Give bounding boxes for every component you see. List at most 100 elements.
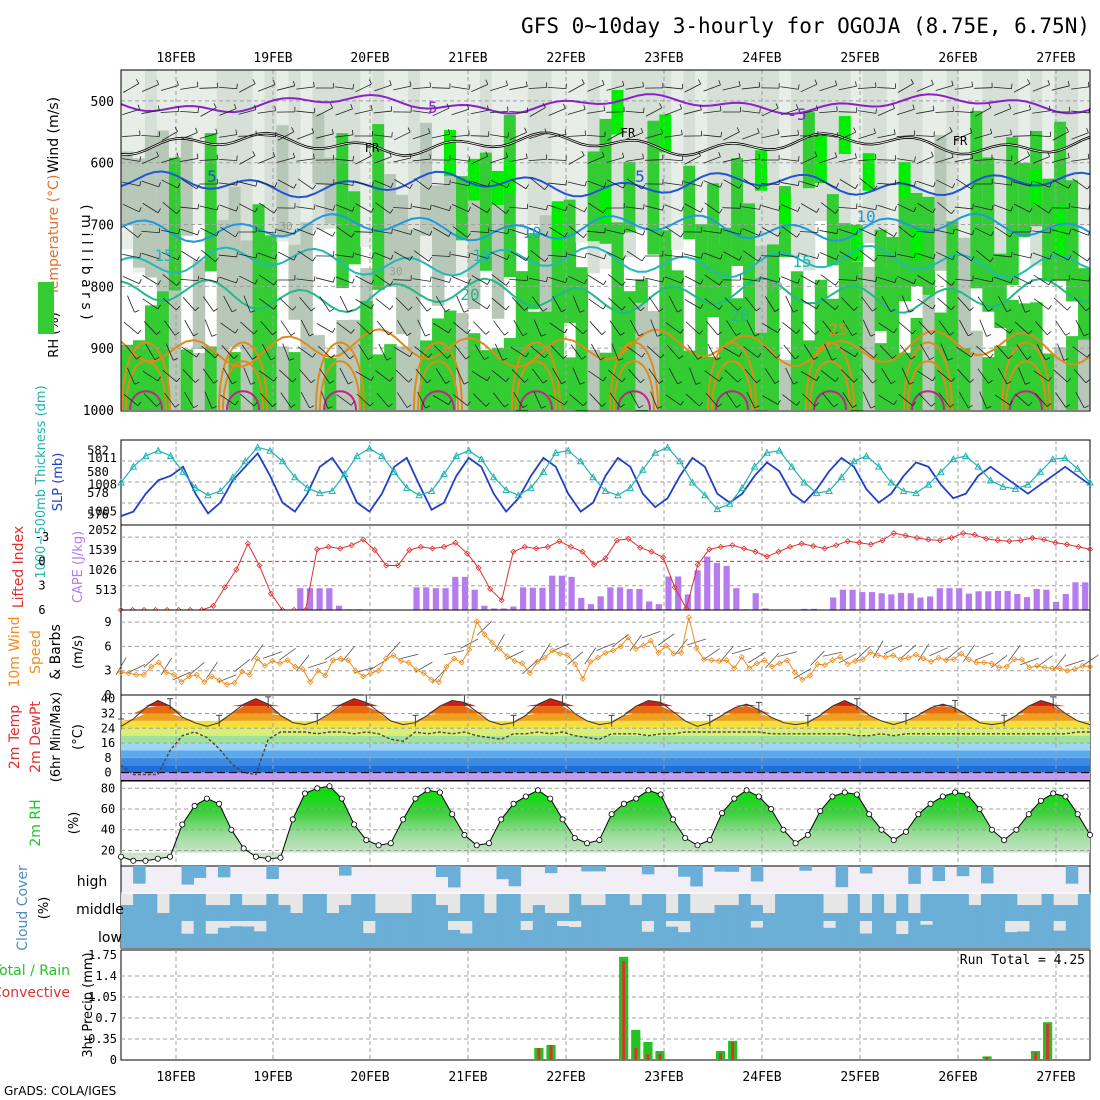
wind-barb: [765, 296, 776, 312]
wind-barb-flag: [370, 304, 375, 309]
wind-barb-flag: [700, 207, 704, 213]
wind-marker: [935, 654, 942, 661]
wind-marker: [405, 659, 412, 666]
li-tick: 3: [38, 579, 45, 593]
wind-barb: [243, 367, 251, 385]
wind-barb-flag: [1009, 232, 1014, 238]
cape-bar: [868, 592, 876, 610]
wind-barb: [955, 132, 973, 140]
wind-barb-flag: [309, 405, 315, 409]
wind-marker: [859, 656, 866, 663]
wind-barb-flag: [425, 405, 431, 409]
rh-marker: [522, 793, 529, 800]
wind-marker: [178, 678, 185, 686]
wind-barb-flag: [273, 280, 278, 286]
rh-cell: [432, 185, 445, 306]
wind-marker: [1049, 665, 1056, 672]
wind-barb: [181, 346, 197, 358]
rh-cell: [958, 70, 971, 242]
wind-barb-flag: [1010, 129, 1012, 135]
isotherm-label: 10: [522, 223, 541, 242]
wind-barb-flag: [505, 281, 510, 286]
temp-tick: 24: [101, 721, 115, 735]
wind-barb-flag: [407, 127, 411, 133]
wind-barb-flag: [757, 353, 762, 358]
wind-barb: [685, 321, 700, 335]
wind-barb: [840, 369, 855, 383]
rh-cell: [300, 353, 313, 410]
wind-barb-flag: [816, 304, 820, 309]
wind-barb-flag: [971, 230, 975, 236]
wind-barb-flag: [524, 378, 529, 383]
wind-barb: [859, 178, 875, 190]
wind-marker: [655, 649, 662, 656]
wind-barb: [160, 657, 173, 676]
cape-bar: [1023, 597, 1031, 610]
wind-barb: [1033, 202, 1049, 214]
wind-barb: [374, 84, 392, 92]
wind-barb: [123, 226, 139, 238]
wind-barb: [761, 205, 779, 211]
cloud-cell-mid-gap: [217, 894, 231, 905]
cloud-cell-low: [666, 926, 679, 948]
wind-barb-flag: [525, 81, 528, 87]
wind-barb: [822, 392, 835, 408]
wind-barb-flag: [425, 333, 431, 337]
cloud-cell-mid-gap: [399, 894, 413, 913]
wind-barb-flag: [409, 352, 413, 357]
wind-barb-flag: [641, 352, 646, 358]
wind-barb-flag: [350, 104, 353, 110]
li-marker: [544, 543, 551, 550]
cloud-cell-high: [956, 866, 970, 877]
wind-marker: [254, 655, 261, 662]
cloud-cell-mid: [557, 913, 570, 921]
cloud-cell-high: [1065, 866, 1079, 884]
wind-barb: [936, 251, 953, 261]
wind-barb: [955, 228, 973, 236]
cloud-cell-low-gap: [557, 921, 570, 926]
wind-barb-flag: [176, 80, 179, 86]
rh-cell: [886, 358, 900, 410]
cloud-cell-low: [217, 927, 231, 948]
wind-barb-flag: [890, 380, 896, 385]
rh-cell: [1030, 169, 1043, 206]
wind-barb: [896, 253, 915, 259]
wind-barb-flag: [677, 309, 683, 313]
isotherm-label: 5: [635, 167, 645, 186]
wind-barb: [862, 319, 871, 337]
wind-barb: [395, 369, 409, 383]
cloud-cell-mid: [775, 894, 788, 921]
thickness-marker: [738, 483, 746, 491]
cloud-cell-mid: [496, 894, 509, 921]
wind-barb-flag: [485, 151, 489, 157]
cloud-cell-mid-gap: [435, 894, 449, 905]
wind-tick: 3: [104, 664, 111, 678]
li-marker: [371, 547, 378, 554]
wind-barb-flag: [986, 405, 992, 409]
wind-barb: [935, 111, 954, 113]
wind-barb: [509, 278, 528, 282]
cloud-cell-low: [133, 921, 146, 948]
wind-barb-flag: [933, 182, 936, 188]
wind-barb-flag: [1049, 182, 1052, 188]
wind-barb-flag: [468, 252, 471, 258]
wind-marker: [799, 676, 806, 683]
wind-barb: [839, 251, 856, 261]
cloud-cell-mid: [629, 905, 643, 921]
wind-barb: [958, 392, 969, 408]
wind-barb: [782, 322, 797, 334]
cloud-cell-high: [266, 866, 279, 880]
warm-dome: [809, 360, 851, 411]
wind-barb: [490, 156, 508, 164]
cape-bar: [965, 593, 972, 610]
rh-cell: [575, 70, 589, 243]
wind-barb: [1051, 85, 1070, 91]
wind-barb: [608, 297, 623, 311]
wind-barb-flag: [410, 229, 413, 235]
cloud-cell-low: [968, 921, 982, 948]
wind-barb: [220, 322, 236, 334]
wind-barb: [533, 319, 542, 337]
cloud-cell-mid: [1041, 894, 1055, 921]
wind-barb-flag: [719, 208, 723, 214]
